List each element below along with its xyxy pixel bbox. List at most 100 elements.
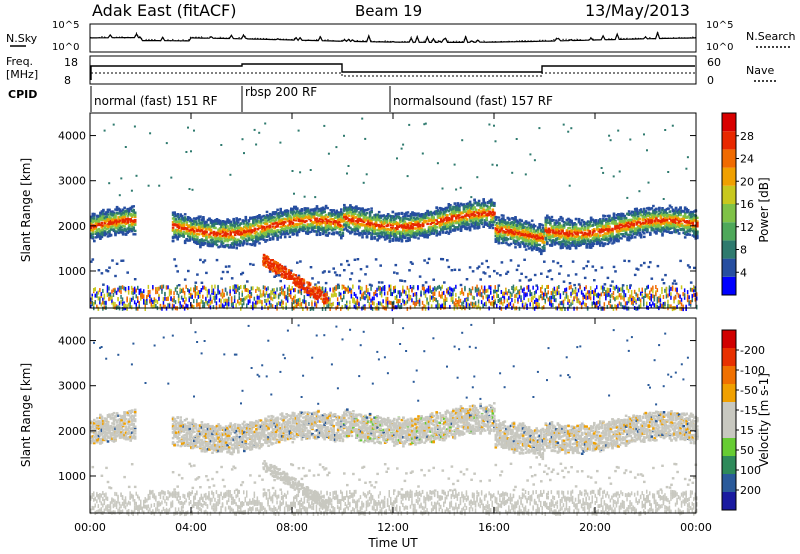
data-cell bbox=[252, 301, 254, 306]
data-cell bbox=[190, 221, 193, 224]
data-cell bbox=[111, 214, 114, 217]
data-cell bbox=[335, 293, 337, 298]
data-cell bbox=[214, 232, 217, 235]
data-cell bbox=[349, 287, 351, 292]
data-cell bbox=[183, 226, 187, 230]
data-cell bbox=[373, 237, 376, 240]
data-cell bbox=[218, 235, 222, 238]
data-cell bbox=[315, 233, 319, 237]
data-cell bbox=[282, 291, 284, 296]
data-cell bbox=[124, 211, 128, 214]
data-cell bbox=[193, 220, 196, 223]
data-cell bbox=[237, 227, 240, 230]
data-cell bbox=[171, 228, 175, 232]
data-cell bbox=[377, 210, 381, 214]
data-cell bbox=[106, 285, 109, 290]
data-cell bbox=[426, 288, 428, 293]
data-cell bbox=[303, 228, 307, 231]
data-cell bbox=[296, 207, 299, 210]
data-cell bbox=[268, 237, 272, 240]
data-cell bbox=[127, 288, 130, 293]
data-cell bbox=[237, 229, 240, 232]
data-cell bbox=[474, 208, 478, 211]
data-cell bbox=[268, 238, 272, 241]
data-cell bbox=[132, 296, 134, 301]
data-cell bbox=[424, 289, 427, 294]
data-cell bbox=[261, 302, 263, 307]
data-cell bbox=[265, 222, 269, 225]
data-cell bbox=[174, 287, 177, 292]
data-cell bbox=[202, 227, 205, 230]
data-cell bbox=[109, 210, 113, 214]
data-cell bbox=[121, 231, 125, 234]
data-cell bbox=[343, 134, 345, 137]
data-cell bbox=[511, 292, 513, 297]
data-cell bbox=[485, 294, 487, 299]
data-cell bbox=[435, 229, 438, 232]
data-cell bbox=[233, 225, 237, 229]
data-cell bbox=[214, 235, 217, 238]
data-cell bbox=[233, 285, 236, 290]
data-cell bbox=[112, 292, 115, 297]
data-cell bbox=[182, 297, 184, 302]
data-cell bbox=[253, 128, 256, 131]
data-cell bbox=[418, 223, 422, 227]
data-cell bbox=[256, 217, 260, 220]
data-cell bbox=[100, 272, 104, 275]
data-cell bbox=[315, 217, 319, 220]
data-cell bbox=[133, 218, 137, 222]
data-cell bbox=[100, 224, 104, 227]
data-cell bbox=[91, 232, 95, 236]
data-cell bbox=[438, 214, 442, 218]
data-cell bbox=[193, 226, 196, 229]
data-cell bbox=[259, 299, 262, 304]
data-cell bbox=[241, 237, 245, 240]
data-cell bbox=[249, 232, 252, 235]
data-cell bbox=[206, 240, 210, 243]
data-cell bbox=[238, 244, 242, 247]
data-cell bbox=[232, 228, 235, 232]
data-cell bbox=[224, 236, 228, 239]
data-cell bbox=[221, 221, 225, 224]
data-cell bbox=[217, 222, 220, 225]
data-cell bbox=[515, 286, 518, 291]
data-cell bbox=[267, 234, 270, 238]
data-cell bbox=[156, 289, 159, 294]
data-cell bbox=[341, 231, 345, 235]
data-cell bbox=[497, 216, 501, 219]
data-cell bbox=[91, 296, 93, 301]
data-cell bbox=[118, 194, 121, 197]
data-cell bbox=[100, 218, 104, 222]
data-cell bbox=[247, 288, 250, 293]
data-cell bbox=[118, 230, 122, 233]
data-cell bbox=[485, 259, 488, 263]
data-cell bbox=[382, 285, 384, 290]
data-cell bbox=[255, 289, 257, 293]
data-cell bbox=[488, 285, 490, 290]
data-cell bbox=[258, 236, 261, 239]
data-cell bbox=[165, 297, 168, 301]
data-cell bbox=[355, 293, 357, 298]
data-cell bbox=[493, 294, 495, 299]
data-cell bbox=[235, 219, 238, 222]
data-cell bbox=[276, 225, 279, 228]
data-cell bbox=[114, 305, 116, 310]
data-cell bbox=[512, 284, 515, 289]
data-cell bbox=[180, 227, 184, 230]
data-cell bbox=[133, 290, 136, 295]
data-cell bbox=[249, 262, 252, 266]
data-cell bbox=[417, 237, 420, 240]
data-cell bbox=[106, 218, 110, 221]
data-cell bbox=[121, 219, 125, 222]
data-cell bbox=[309, 266, 313, 269]
data-cell bbox=[265, 228, 269, 231]
data-cell bbox=[199, 290, 201, 295]
data-cell bbox=[180, 232, 184, 235]
data-cell bbox=[133, 125, 136, 128]
data-cell bbox=[364, 296, 366, 301]
data-cell bbox=[215, 301, 218, 306]
data-cell bbox=[177, 226, 181, 230]
data-cell bbox=[99, 218, 102, 221]
data-cell bbox=[430, 295, 433, 300]
